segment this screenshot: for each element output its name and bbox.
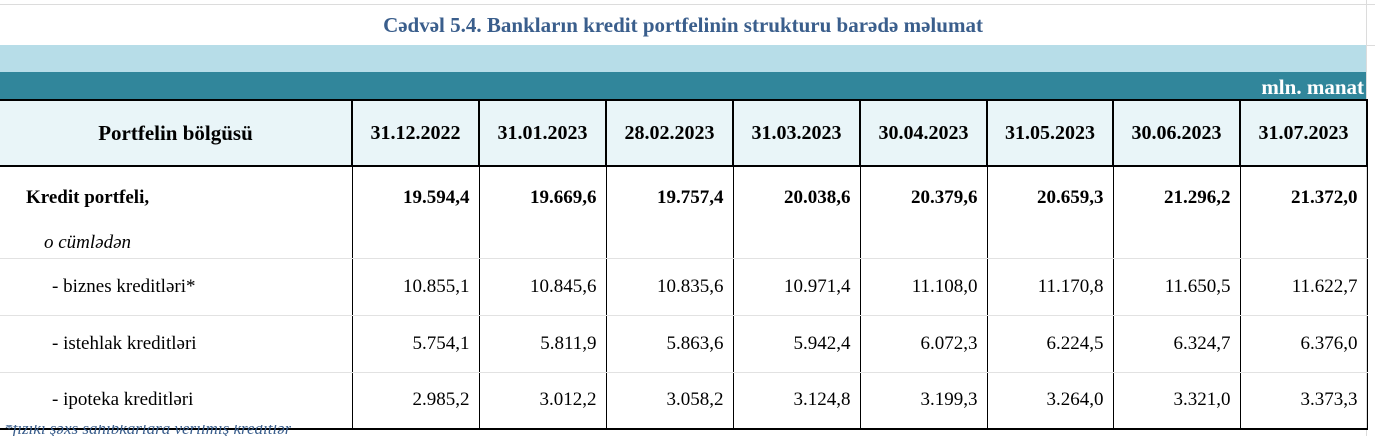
value-cell: 3.124,8 bbox=[732, 372, 861, 430]
value-cell bbox=[351, 229, 480, 259]
value-cell: 3.058,2 bbox=[605, 372, 734, 430]
footnote: *fiziki şəxs sahibkarlara verilmiş kredi… bbox=[4, 425, 292, 436]
value-cell: 20.659,3 bbox=[986, 166, 1114, 229]
header-date: 30.04.2023 bbox=[859, 99, 988, 167]
header-date: 28.02.2023 bbox=[605, 99, 734, 167]
row-label: - istehlak kreditləri bbox=[0, 315, 352, 373]
value-cell: 3.012,2 bbox=[478, 372, 607, 430]
value-cell: 3.373,3 bbox=[1239, 372, 1368, 430]
value-cell: 11.650,5 bbox=[1112, 258, 1241, 316]
value-cell: 10.971,4 bbox=[732, 258, 861, 316]
header-date: 31.01.2023 bbox=[478, 99, 607, 167]
value-cell: 10.835,6 bbox=[605, 258, 734, 316]
value-cell: 10.855,1 bbox=[351, 258, 480, 316]
unit-label: mln. manat bbox=[0, 72, 1366, 100]
value-cell bbox=[859, 229, 988, 259]
value-cell: 19.757,4 bbox=[605, 166, 734, 229]
value-cell: 5.942,4 bbox=[732, 315, 861, 373]
value-cell: 6.072,3 bbox=[859, 315, 988, 373]
value-cell bbox=[1239, 229, 1368, 259]
row-label: - ipoteka kreditləri bbox=[0, 372, 352, 430]
value-cell bbox=[605, 229, 734, 259]
value-cell bbox=[478, 229, 607, 259]
table-row: - biznes kreditləri* 10.855,1 10.845,6 10.8… bbox=[0, 258, 1368, 316]
value-cell: 11.170,8 bbox=[986, 258, 1114, 316]
value-cell bbox=[986, 229, 1114, 259]
value-cell: 11.622,7 bbox=[1239, 258, 1368, 316]
value-cell bbox=[732, 229, 861, 259]
value-cell: 20.038,6 bbox=[732, 166, 861, 229]
value-cell: 21.372,0 bbox=[1239, 166, 1368, 229]
value-cell: 19.669,6 bbox=[478, 166, 607, 229]
header-date: 31.07.2023 bbox=[1239, 99, 1368, 167]
table-row: o cümlədən bbox=[0, 229, 1368, 259]
credit-portfolio-table: Portfelin bölgüsü 31.12.2022 31.01.2023 … bbox=[0, 99, 1368, 430]
value-cell: 6.376,0 bbox=[1239, 315, 1368, 373]
value-cell: 19.594,4 bbox=[351, 166, 480, 229]
table-row: - ipoteka kreditləri 2.985,2 3.012,2 3.058,… bbox=[0, 372, 1368, 430]
header-row: Portfelin bölgüsü 31.12.2022 31.01.2023 … bbox=[0, 99, 1368, 167]
header-label: Portfelin bölgüsü bbox=[0, 99, 353, 167]
value-cell: 10.845,6 bbox=[478, 258, 607, 316]
header-date: 31.05.2023 bbox=[986, 99, 1114, 167]
value-cell: 6.224,5 bbox=[986, 315, 1114, 373]
header-date: 31.03.2023 bbox=[732, 99, 861, 167]
table-title: Cədvəl 5.4. Bankların kredit portfelinin… bbox=[383, 13, 983, 37]
value-cell bbox=[1112, 229, 1241, 259]
header-date: 30.06.2023 bbox=[1112, 99, 1241, 167]
value-cell: 5.754,1 bbox=[351, 315, 480, 373]
row-label: Kredit portfeli, bbox=[26, 187, 150, 208]
value-cell: 2.985,2 bbox=[351, 372, 480, 430]
table-row: - istehlak kreditləri 5.754,1 5.811,9 5.863… bbox=[0, 315, 1368, 373]
value-cell: 3.199,3 bbox=[859, 372, 988, 430]
value-cell: 5.811,9 bbox=[478, 315, 607, 373]
table-row: Kredit portfeli, 19.594,4 19.669,6 19.757,4… bbox=[0, 166, 1368, 229]
value-cell: 6.324,7 bbox=[1112, 315, 1241, 373]
header-date: 31.12.2022 bbox=[351, 99, 480, 167]
value-cell: 11.108,0 bbox=[859, 258, 988, 316]
value-cell: 21.296,2 bbox=[1112, 166, 1241, 229]
value-cell: 3.321,0 bbox=[1112, 372, 1241, 430]
value-cell: 20.379,6 bbox=[859, 166, 988, 229]
row-label: - biznes kreditləri* bbox=[0, 258, 352, 316]
header-band bbox=[0, 45, 1366, 72]
value-cell: 3.264,0 bbox=[986, 372, 1114, 430]
row-label: o cümlədən bbox=[0, 229, 352, 259]
value-cell: 5.863,6 bbox=[605, 315, 734, 373]
